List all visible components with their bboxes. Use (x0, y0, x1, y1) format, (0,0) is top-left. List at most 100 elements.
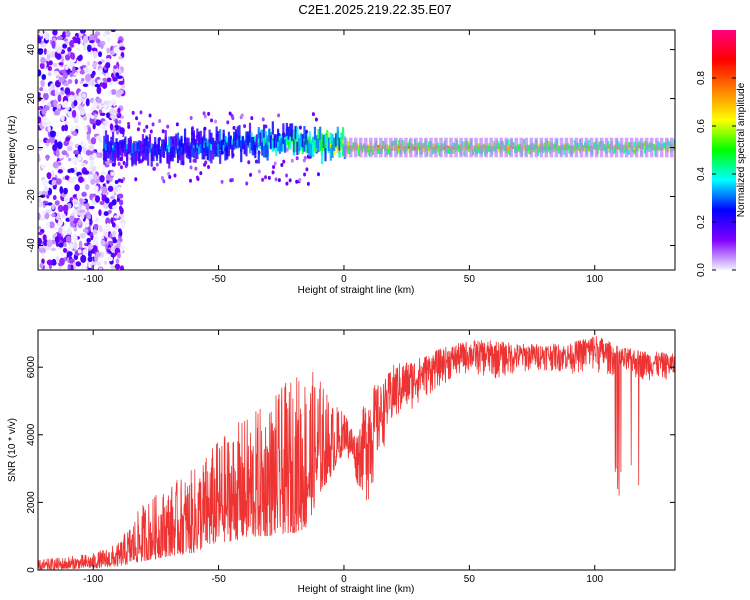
spectrogram-halo-cell (554, 137, 559, 158)
spectrogram-noise-cell (63, 197, 68, 202)
spectrogram-ridge-cell (647, 146, 650, 152)
spectrogram-noise-cell (117, 186, 122, 193)
spectrogram-noise-cell (38, 197, 41, 203)
spectrogram-ridge-cell (273, 134, 276, 148)
spectrogram-noise-cell (58, 242, 64, 248)
spectrogram-ridge-cell (506, 149, 510, 155)
spectrogram-ridge-cell (522, 138, 525, 145)
spectrogram-noise-cell (79, 30, 86, 34)
spectrogram-noise-cell (249, 172, 253, 177)
spectrogram-ridge-cell (275, 134, 278, 148)
spectrogram-ridge-cell (141, 134, 145, 148)
spectrogram-noise-cell (98, 68, 103, 76)
spectrogram-noise-cell (43, 185, 49, 192)
spectrogram-noise-cell (90, 178, 96, 185)
spectrogram-noise-cell (55, 41, 59, 50)
spectrogram-ridge-cell (592, 143, 596, 150)
spectrogram-ridge-cell (190, 137, 194, 150)
spectrogram-noise-cell (162, 179, 166, 184)
spectrogram-ridge-cell (173, 135, 176, 150)
spectrogram-noise-cell (92, 152, 97, 159)
spectrogram-noise-cell (105, 217, 111, 225)
spectrogram-noise-cell (285, 173, 289, 178)
spectrogram-noise-cell (63, 38, 68, 42)
spectrogram-noise-cell (118, 55, 123, 60)
spectrogram-noise-cell (51, 40, 56, 49)
colorbar: 0.0 0.2 0.4 0.6 0.8 Normalized spectral ampl… (696, 30, 747, 277)
spectrogram-halo-cell (384, 137, 388, 158)
spectrogram-ridge-cell (269, 135, 273, 149)
spectrogram-halo-cell (604, 137, 609, 158)
spectrogram-noise-cell (166, 124, 170, 129)
spectrogram-noise-cell (314, 117, 318, 122)
spectrogram-noise-cell (43, 88, 49, 94)
spectrogram-noise-cell (99, 112, 106, 116)
spectrogram-ridge-cell (122, 139, 125, 153)
spectrogram-halo-cell (559, 137, 564, 158)
spectrogram-ridge-cell (238, 125, 241, 139)
spectrogram-noise-cell (131, 110, 135, 115)
spectrogram-ridge-cell (111, 150, 115, 162)
spectrogram-noise-cell (39, 87, 44, 92)
spectrogram-noise-cell (53, 99, 58, 108)
spectrogram-ridge-cell (201, 137, 204, 149)
spectrogram-noise-cell (72, 241, 78, 250)
spectrogram-noise-cell (72, 233, 78, 242)
spectrogram-noise-cell (89, 72, 95, 79)
spectrogram-noise-cell (121, 84, 125, 89)
spectrogram-noise-cell (91, 261, 97, 267)
spectrogram-ridge-cell (215, 138, 218, 150)
spectrogram-ridge-cell (150, 153, 153, 167)
spectrogram-noise-cell (247, 160, 251, 165)
spectrogram-noise-cell (59, 257, 65, 266)
spectrogram-ridge-cell (347, 141, 350, 147)
spectrogram-noise-cell (99, 235, 104, 240)
spectrogram-noise-cell (71, 109, 77, 118)
spectrogram-noise-cell (56, 35, 63, 41)
spectrogram-ridge-cell (401, 145, 404, 151)
spectrogram-halo-cell (549, 137, 554, 158)
spectrogram-noise-cell (57, 104, 61, 110)
spectrogram-noise-cell (48, 221, 55, 229)
spectrogram-noise-cell (116, 240, 121, 249)
spectrogram-ridge-cell (131, 145, 134, 155)
spectrogram-ridge-cell (471, 145, 475, 150)
page-title: C2E1.2025.219.22.35.E07 (298, 2, 452, 17)
spectrogram-ridge-cell (377, 148, 380, 154)
spectrogram-noise-cell (77, 144, 82, 153)
spectrogram-noise-cell (51, 179, 57, 186)
spectrogram-ridge-cell (210, 132, 213, 145)
spectrogram-halo-cell (574, 137, 579, 158)
spectrogram-noise-cell (92, 228, 98, 235)
spectrogram-noise-cell (38, 237, 43, 245)
spectrogram-noise-cell (80, 232, 86, 239)
spectrogram-noise-cell (69, 215, 75, 222)
spectrogram-ridge-cell (341, 127, 345, 141)
spectrogram-noise-cell (100, 240, 106, 246)
snr-y-tick-label: 4000 (26, 423, 37, 446)
spectrogram-ridge-cell (254, 135, 257, 144)
spectrogram-noise-cell (73, 167, 78, 175)
spectrogram-noise-cell (39, 30, 44, 37)
spectrogram-ridge-cell (175, 137, 178, 151)
spectrogram-noise-cell (280, 163, 284, 168)
spectrogram-noise-cell (209, 118, 213, 123)
spectrogram-halo-cell (664, 137, 669, 158)
spectrogram-noise-cell (39, 217, 45, 221)
spectrogram-ridge-cell (301, 142, 304, 155)
spectrogram-ridge-cell (528, 145, 531, 151)
spectrogram-halo-cell (404, 137, 408, 158)
spectrogram-halo-cell (624, 137, 629, 158)
spectrogram-ridge-cell (159, 150, 162, 164)
spectrogram-ridge-cell (547, 145, 550, 152)
spectrogram-ridge-cell (148, 133, 152, 148)
spectrogram-halo-cell (474, 137, 478, 158)
spectrogram-noise-cell (261, 117, 265, 122)
spectrogram-ridge-cell (171, 149, 174, 162)
spectrogram-ridge-cell (285, 137, 288, 145)
spectrogram-halo-cell (654, 137, 659, 158)
spectrogram-noise-cell (81, 211, 85, 220)
spectrogram-noise-cell (117, 112, 121, 117)
colorbar-tick-label: 0.6 (696, 119, 707, 133)
